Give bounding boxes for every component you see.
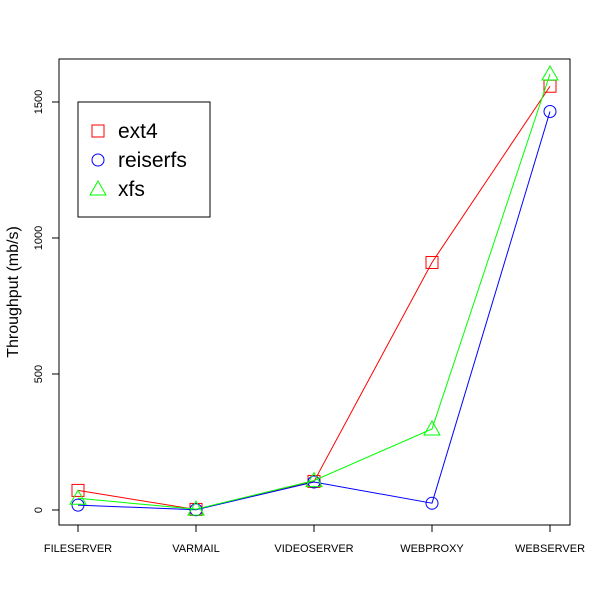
series-line xyxy=(77,73,551,510)
series-line xyxy=(77,111,551,511)
series-layer xyxy=(69,64,559,517)
legend-label: reiserfs xyxy=(118,149,187,172)
legend-circle-marker xyxy=(91,153,105,167)
circle-marker xyxy=(189,503,203,517)
triangle-marker xyxy=(69,489,87,505)
square-marker xyxy=(425,255,439,269)
legend-label: ext4 xyxy=(118,120,158,143)
y-axis-title: Throughput (mb/s) xyxy=(5,226,22,358)
x-tick-label: VIDEOSERVER xyxy=(274,543,353,555)
y-tick-label: 0 xyxy=(33,507,45,513)
triangle-marker xyxy=(305,471,323,488)
x-axis: FILESERVER VARMAIL VIDEOSERVER WEBPROXY WEBS… xyxy=(44,524,585,555)
legend-box xyxy=(77,101,211,218)
legend-square-marker xyxy=(91,124,105,138)
y-tick-label: 500 xyxy=(33,365,45,383)
legend-label: xfs xyxy=(118,178,145,201)
circle-marker xyxy=(71,498,85,512)
triangle-marker xyxy=(423,419,441,436)
square-marker xyxy=(71,483,85,497)
y-tick-label: 1500 xyxy=(33,90,45,114)
x-tick-label: WEBSERVER xyxy=(515,543,585,555)
series-xfs xyxy=(69,64,559,516)
y-axis: 0 500 1000 1500 xyxy=(33,90,60,513)
x-tick-label: VARMAIL xyxy=(172,543,219,555)
triangle-marker xyxy=(187,500,205,516)
circle-marker xyxy=(543,105,557,119)
y-tick-label: 1000 xyxy=(33,226,45,250)
series-line xyxy=(77,85,551,510)
triangle-marker xyxy=(541,64,559,81)
legend-triangle-marker xyxy=(89,179,107,196)
x-tick-label: FILESERVER xyxy=(44,543,112,555)
legend: ext4 reiserfs xfs xyxy=(77,101,211,218)
x-tick-label: WEBPROXY xyxy=(400,543,464,555)
series-reiserfs xyxy=(71,105,557,517)
circle-marker xyxy=(425,496,439,510)
